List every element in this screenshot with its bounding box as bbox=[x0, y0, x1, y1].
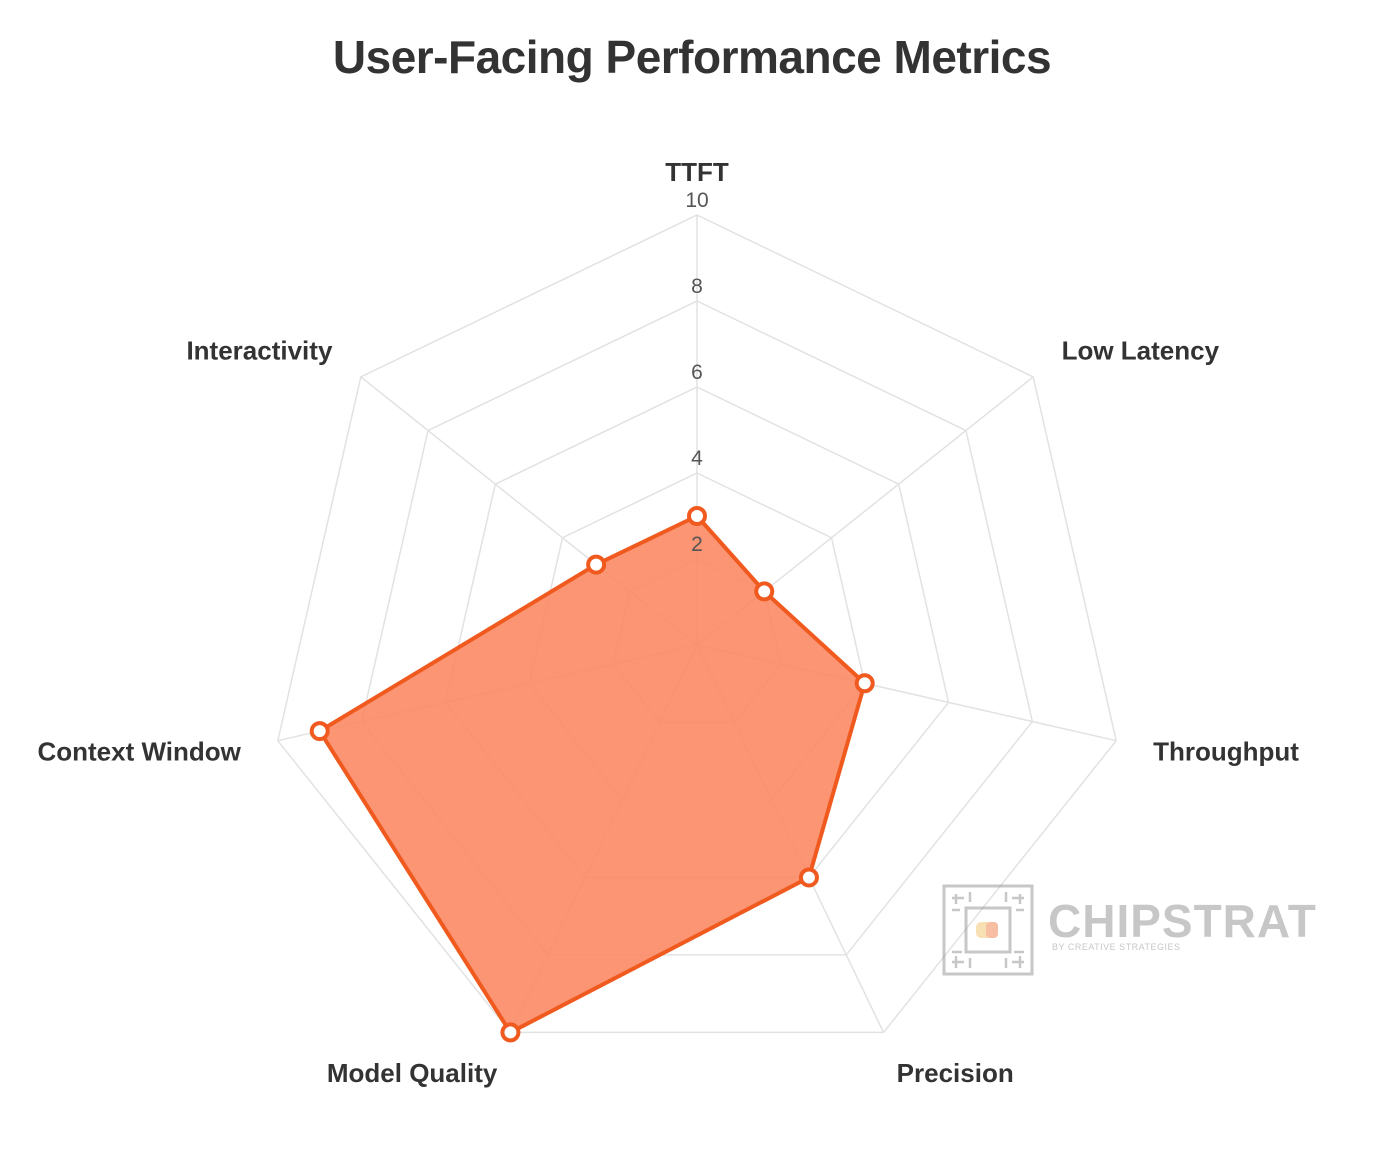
axis-label-interactivity: Interactivity bbox=[186, 335, 332, 365]
axis-label-precision: Precision bbox=[897, 1058, 1014, 1088]
tick-label-10: 10 bbox=[685, 189, 708, 212]
grid-ring-10 bbox=[276, 214, 1118, 1034]
chipstrat-watermark: CHIPSTRAT BY CREATIVE STRATEGIES bbox=[940, 882, 1330, 978]
axis-label-model-quality: Model Quality bbox=[327, 1058, 498, 1088]
data-point-throughput bbox=[854, 673, 875, 694]
axis-label-throughput: Throughput bbox=[1153, 736, 1299, 766]
data-point-context-window bbox=[309, 721, 330, 742]
tick-label-6: 6 bbox=[691, 361, 703, 384]
watermark-brand: CHIPSTRAT bbox=[1048, 895, 1317, 947]
tick-label-2: 2 bbox=[691, 533, 703, 556]
data-point-precision bbox=[798, 867, 819, 888]
data-point-low-latency bbox=[754, 581, 775, 602]
data-point-model-quality bbox=[500, 1022, 521, 1043]
axis-label-context-window: Context Window bbox=[37, 736, 241, 766]
chip-icon bbox=[942, 884, 1034, 976]
data-point-interactivity bbox=[586, 554, 607, 575]
axis-label-ttft: TTFT bbox=[665, 157, 729, 187]
chart-title: User-Facing Performance Metrics bbox=[332, 31, 1052, 83]
axis-label-low-latency: Low Latency bbox=[1062, 335, 1220, 365]
series-area bbox=[317, 514, 867, 1035]
grid-ring-8 bbox=[360, 300, 1034, 956]
tick-label-8: 8 bbox=[691, 275, 703, 298]
tick-label-4: 4 bbox=[691, 447, 703, 470]
radar-series bbox=[309, 506, 875, 1043]
watermark-tagline: BY CREATIVE STRATEGIES bbox=[1052, 942, 1181, 952]
radial-tick-labels: 2 4 6 8 10 bbox=[685, 189, 708, 556]
data-point-ttft bbox=[687, 506, 707, 526]
axis-labels: TTFT Low Latency Throughput Precision Model … bbox=[37, 157, 1299, 1088]
